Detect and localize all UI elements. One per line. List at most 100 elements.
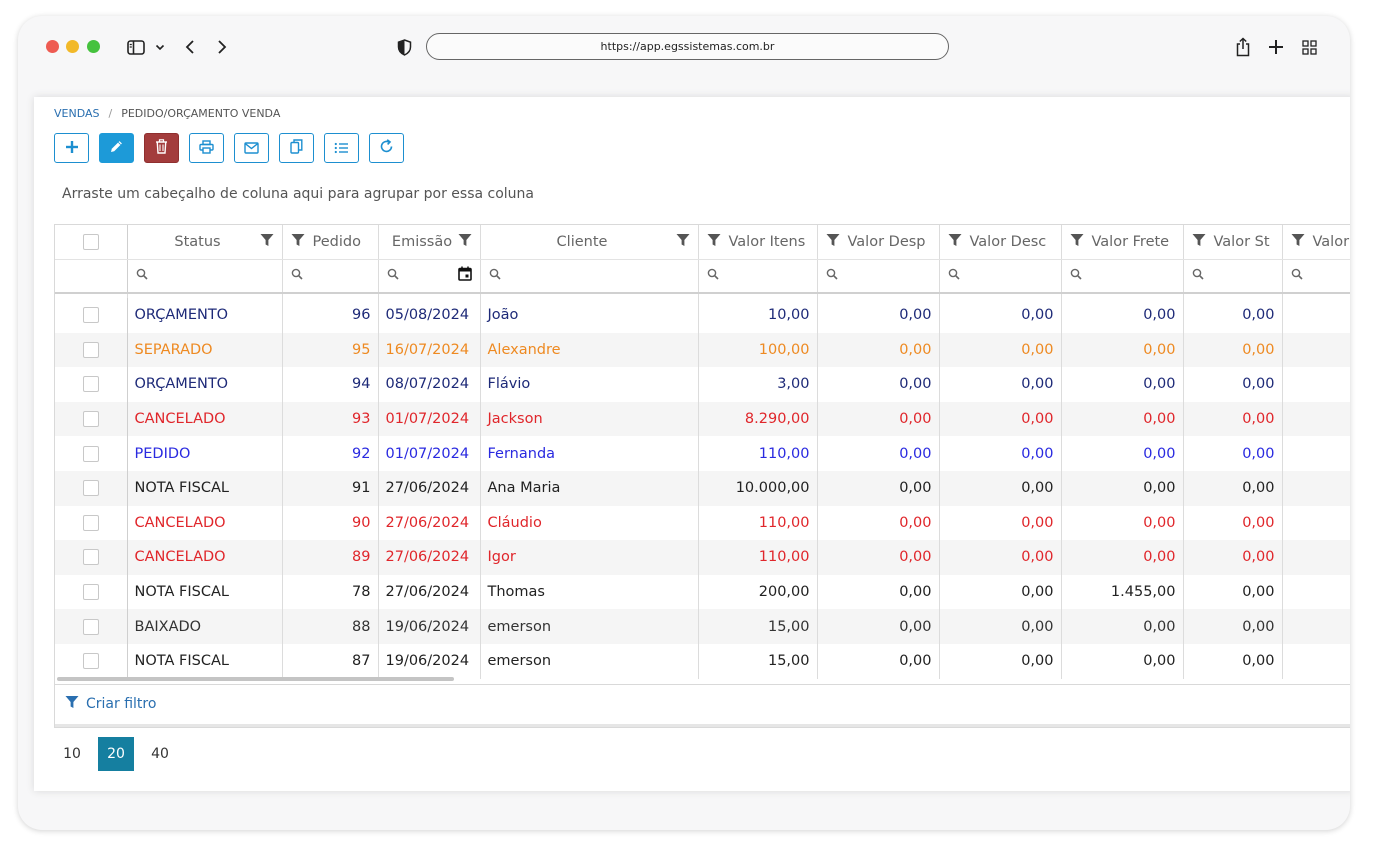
chevron-down-icon[interactable]	[154, 36, 166, 58]
row-checkbox[interactable]	[82, 411, 99, 428]
table-row[interactable]: CANCELADO 90 27/06/2024 Cláudio 110,00 0,00 0,…	[55, 505, 1350, 541]
list-button[interactable]	[324, 133, 359, 163]
filter-valor-frete[interactable]	[1061, 259, 1184, 294]
filter-emissao[interactable]	[378, 259, 481, 294]
create-filter-button[interactable]: Criar filtro	[65, 695, 156, 713]
cell-valor	[1282, 298, 1350, 333]
page-size-10[interactable]: 10	[63, 746, 81, 762]
filter-status[interactable]	[127, 259, 283, 294]
column-header-valor-itens[interactable]: Valor Itens	[698, 225, 818, 260]
cell-valor-frete: 0,00	[1061, 505, 1184, 541]
cell-cliente: Fernanda	[480, 436, 699, 471]
tab-overview-icon[interactable]	[1300, 36, 1318, 58]
column-header-valor[interactable]: Valor	[1282, 225, 1350, 260]
address-bar[interactable]: https://app.egssistemas.com.br	[426, 33, 949, 60]
row-checkbox[interactable]	[82, 376, 99, 393]
filter-icon[interactable]	[948, 233, 962, 251]
table-row[interactable]: CANCELADO 89 27/06/2024 Igor 110,00 0,00 0,00 0…	[55, 540, 1350, 575]
maximize-window-button[interactable]	[87, 40, 100, 53]
filter-icon[interactable]	[676, 233, 690, 251]
row-checkbox[interactable]	[82, 514, 99, 531]
cell-valor	[1282, 436, 1350, 471]
row-checkbox[interactable]	[82, 341, 99, 358]
cell-cliente: emerson	[480, 643, 699, 679]
filter-icon[interactable]	[1192, 233, 1206, 251]
column-header-cliente[interactable]: Cliente	[480, 225, 699, 260]
cell-valor-st: 0,00	[1183, 332, 1283, 368]
column-header-emissao[interactable]: Emissão	[378, 225, 481, 260]
search-icon	[387, 268, 399, 284]
refresh-button[interactable]	[369, 133, 404, 163]
cell-valor-desc: 0,00	[939, 470, 1062, 506]
row-checkbox[interactable]	[82, 584, 99, 601]
sidebar-toggle-icon[interactable]	[126, 36, 146, 58]
table-row[interactable]: NOTA FISCAL 78 27/06/2024 Thomas 200,00 0,00 0…	[55, 574, 1350, 610]
forward-arrow-icon[interactable]	[214, 36, 230, 58]
back-arrow-icon[interactable]	[182, 36, 198, 58]
filter-pedido[interactable]	[282, 259, 379, 294]
cell-valor-desc: 0,00	[939, 505, 1062, 541]
filter-icon[interactable]	[260, 233, 274, 251]
breadcrumb-vendas[interactable]: VENDAS	[54, 107, 100, 120]
column-header-status[interactable]: Status	[127, 225, 283, 260]
column-header-valor-st[interactable]: Valor St	[1183, 225, 1283, 260]
filter-icon[interactable]	[707, 233, 721, 251]
filter-valor-desp[interactable]	[817, 259, 940, 294]
page-size-20[interactable]: 20	[98, 737, 134, 771]
column-header-valor-desp[interactable]: Valor Desp	[817, 225, 940, 260]
search-icon	[136, 268, 148, 284]
filter-icon[interactable]	[826, 233, 840, 251]
filter-icon[interactable]	[1070, 233, 1084, 251]
table-row[interactable]: CANCELADO 93 01/07/2024 Jackson 8.290,00 0,00…	[55, 401, 1350, 437]
edit-button[interactable]	[99, 133, 134, 163]
table-row[interactable]: SEPARADO 95 16/07/2024 Alexandre 100,00 0,00 0…	[55, 332, 1350, 368]
row-checkbox[interactable]	[82, 445, 99, 462]
filter-icon[interactable]	[291, 233, 305, 251]
filter-cliente[interactable]	[480, 259, 699, 294]
column-header-pedido[interactable]: Pedido	[282, 225, 379, 260]
add-button[interactable]	[54, 133, 89, 163]
cell-cliente: emerson	[480, 609, 699, 644]
new-tab-icon[interactable]	[1267, 36, 1285, 58]
delete-button[interactable]	[144, 133, 179, 163]
share-icon[interactable]	[1234, 36, 1252, 58]
cell-pedido: 93	[282, 401, 379, 437]
filter-valor-desc[interactable]	[939, 259, 1062, 294]
page-size-40[interactable]: 40	[151, 746, 169, 762]
row-checkbox-cell	[55, 574, 128, 610]
filter-valor-itens[interactable]	[698, 259, 818, 294]
row-checkbox[interactable]	[82, 549, 99, 566]
row-checkbox[interactable]	[82, 618, 99, 635]
table-row[interactable]: PEDIDO 92 01/07/2024 Fernanda 110,00 0,00 0,00…	[55, 436, 1350, 471]
copy-button[interactable]	[279, 133, 314, 163]
calendar-icon[interactable]	[457, 266, 472, 285]
data-grid: Status Pedido Emissão Cliente Valor Iten	[54, 224, 1350, 728]
filter-valor-st[interactable]	[1183, 259, 1283, 294]
browser-window: https://app.egssistemas.com.br VENDAS / …	[18, 16, 1350, 830]
horizontal-scrollbar[interactable]	[57, 677, 454, 681]
plus-icon	[65, 139, 79, 158]
table-row[interactable]: ORÇAMENTO 94 08/07/2024 Flávio 3,00 0,00 0,00 0…	[55, 367, 1350, 402]
table-row[interactable]: NOTA FISCAL 87 19/06/2024 emerson 15,00 0,00 0…	[55, 643, 1350, 679]
cell-valor-itens: 110,00	[698, 540, 818, 575]
group-panel-hint[interactable]: Arraste um cabeçalho de coluna aqui para…	[62, 186, 535, 202]
row-checkbox[interactable]	[82, 480, 99, 497]
filter-icon[interactable]	[1291, 233, 1305, 251]
table-row[interactable]: BAIXADO 88 19/06/2024 emerson 15,00 0,00 0,00 0…	[55, 609, 1350, 644]
select-all-checkbox[interactable]	[82, 233, 99, 250]
row-checkbox-cell	[55, 401, 128, 437]
minimize-window-button[interactable]	[66, 40, 79, 53]
filter-icon[interactable]	[458, 233, 472, 251]
row-checkbox[interactable]	[82, 653, 99, 670]
row-checkbox[interactable]	[82, 307, 99, 324]
column-header-valor-frete[interactable]: Valor Frete	[1061, 225, 1184, 260]
cell-valor-frete: 0,00	[1061, 332, 1184, 368]
filter-valor[interactable]	[1282, 259, 1350, 294]
column-header-valor-desc[interactable]: Valor Desc	[939, 225, 1062, 260]
close-window-button[interactable]	[46, 40, 59, 53]
table-row[interactable]: ORÇAMENTO 96 05/08/2024 João 10,00 0,00 0,00 0,…	[55, 298, 1350, 333]
table-row[interactable]: NOTA FISCAL 91 27/06/2024 Ana Maria 10.000,0…	[55, 470, 1350, 506]
envelope-icon	[244, 139, 259, 158]
email-button[interactable]	[234, 133, 269, 163]
print-button[interactable]	[189, 133, 224, 163]
